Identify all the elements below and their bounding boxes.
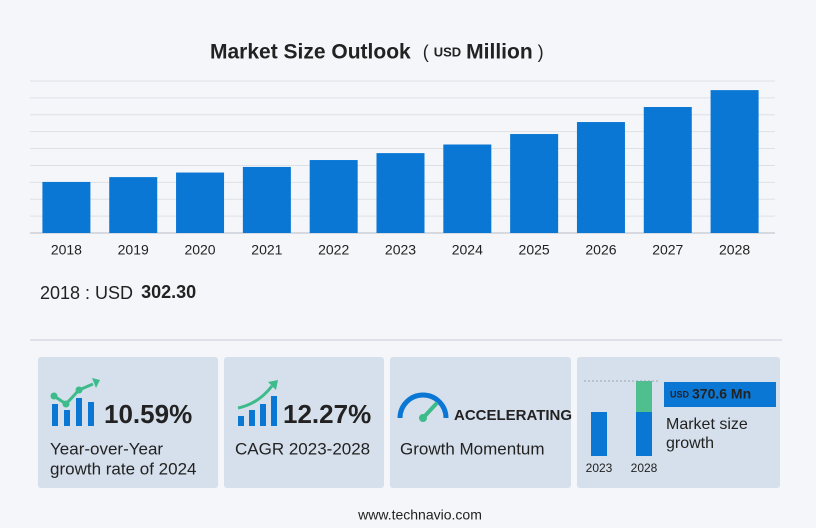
- bar: [710, 90, 759, 234]
- x-tick-label: 2019: [118, 242, 149, 258]
- card-text: Growth Momentum: [400, 439, 545, 458]
- card-text: Year-over-Year: [50, 439, 163, 458]
- x-tick-label: 2022: [318, 242, 349, 258]
- bar: [42, 181, 91, 233]
- x-tick-label: 2027: [652, 242, 683, 258]
- footer: www.technavio.com: [357, 507, 482, 523]
- x-tick-label: 2024: [452, 242, 483, 258]
- card: [390, 357, 571, 488]
- card-value: ACCELERATING: [454, 407, 572, 424]
- x-tick-label: 2026: [585, 242, 616, 258]
- title-unit: Million: [466, 41, 533, 64]
- mini-year: 2028: [631, 461, 658, 475]
- bar: [643, 107, 692, 233]
- card: [224, 357, 384, 488]
- cagr-icon: [237, 380, 278, 426]
- bar: [376, 153, 425, 233]
- chart-title: Market Size Outlook: [210, 41, 411, 64]
- badge-unit: USD: [670, 389, 690, 399]
- title-unit: (: [423, 42, 429, 62]
- card-text: growth: [666, 435, 714, 452]
- x-tick-label: 2020: [184, 242, 215, 258]
- bar: [242, 166, 291, 233]
- summary-value: 302.30: [141, 282, 196, 302]
- title-unit: ): [538, 42, 544, 62]
- x-tick-label: 2025: [519, 242, 550, 258]
- gauge-icon: [397, 392, 449, 422]
- bar: [109, 177, 158, 233]
- title-unit: USD: [434, 44, 461, 59]
- card-text: Market size: [666, 416, 748, 433]
- bar: [576, 122, 625, 233]
- growth-icon: [50, 378, 100, 426]
- mini-chart: [584, 380, 776, 456]
- mini-year: 2023: [586, 461, 613, 475]
- x-tick-label: 2028: [719, 242, 750, 258]
- bar: [443, 144, 492, 233]
- badge-value: 370.6 Mn: [692, 386, 751, 402]
- summary-label: 2018 : USD: [40, 283, 133, 303]
- bar: [309, 160, 358, 233]
- x-tick-label: 2021: [251, 242, 282, 258]
- bar: [510, 134, 559, 233]
- x-tick-label: 2018: [51, 242, 82, 258]
- bar: [176, 172, 225, 233]
- x-tick-label: 2023: [385, 242, 416, 258]
- card-value: 12.27%: [283, 399, 371, 429]
- card-value: 10.59%: [104, 399, 192, 429]
- card-text: CAGR 2023-2028: [235, 439, 370, 458]
- card-text: growth rate of 2024: [50, 459, 196, 478]
